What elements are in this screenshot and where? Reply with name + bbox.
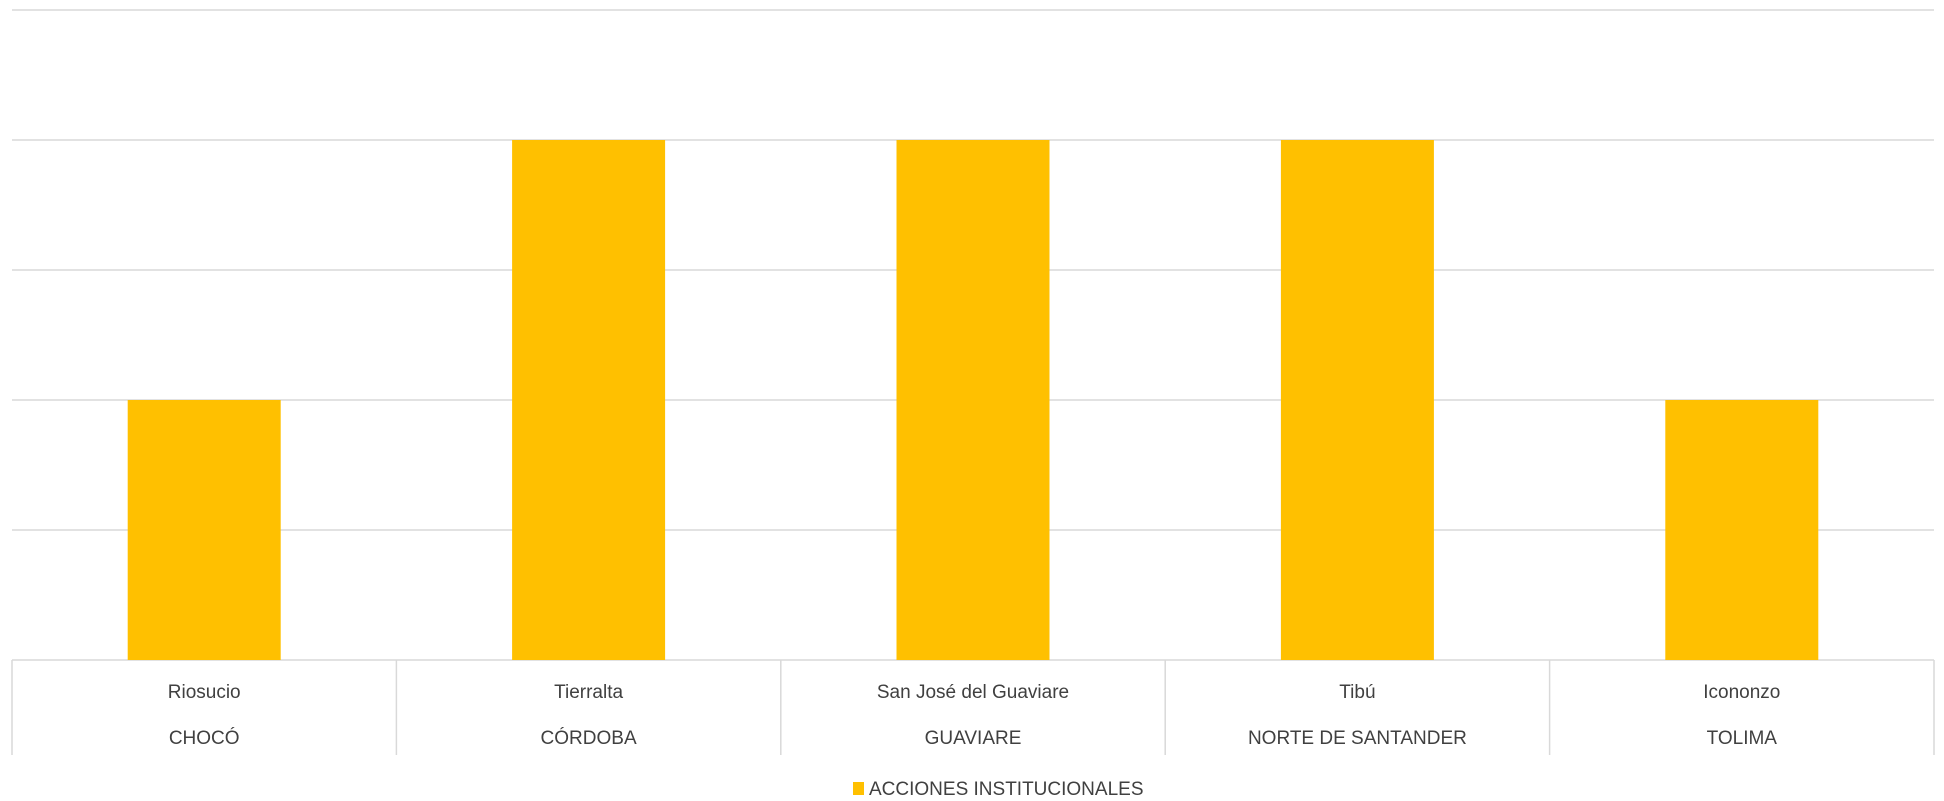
- category-label-department: TOLIMA: [1707, 728, 1778, 749]
- legend: ACCIONES INSTITUCIONALES: [853, 779, 1144, 800]
- category-axis: Riosucio CHOCÓ Tierralta CÓRDOBA San José de…: [11, 660, 1935, 755]
- category-label-municipality: Tibú: [1339, 682, 1375, 703]
- category-label-department: CÓRDOBA: [541, 727, 637, 749]
- bar: [1280, 140, 1434, 660]
- bar: [512, 140, 666, 660]
- legend-swatch: [853, 782, 864, 795]
- category-label-department: CHOCÓ: [169, 727, 240, 749]
- category-label-municipality: Tierralta: [554, 682, 623, 703]
- category-label-municipality: San José del Guaviare: [877, 682, 1069, 703]
- bars: [127, 140, 1819, 660]
- category-label-department: NORTE DE SANTANDER: [1248, 728, 1467, 749]
- category-label-municipality: Icononzo: [1703, 682, 1780, 703]
- category-label-department: GUAVIARE: [925, 728, 1022, 749]
- category-label-municipality: Riosucio: [168, 682, 241, 703]
- bar: [127, 400, 281, 660]
- legend-label: ACCIONES INSTITUCIONALES: [869, 779, 1144, 800]
- bar: [1665, 400, 1819, 660]
- bar: [896, 140, 1050, 660]
